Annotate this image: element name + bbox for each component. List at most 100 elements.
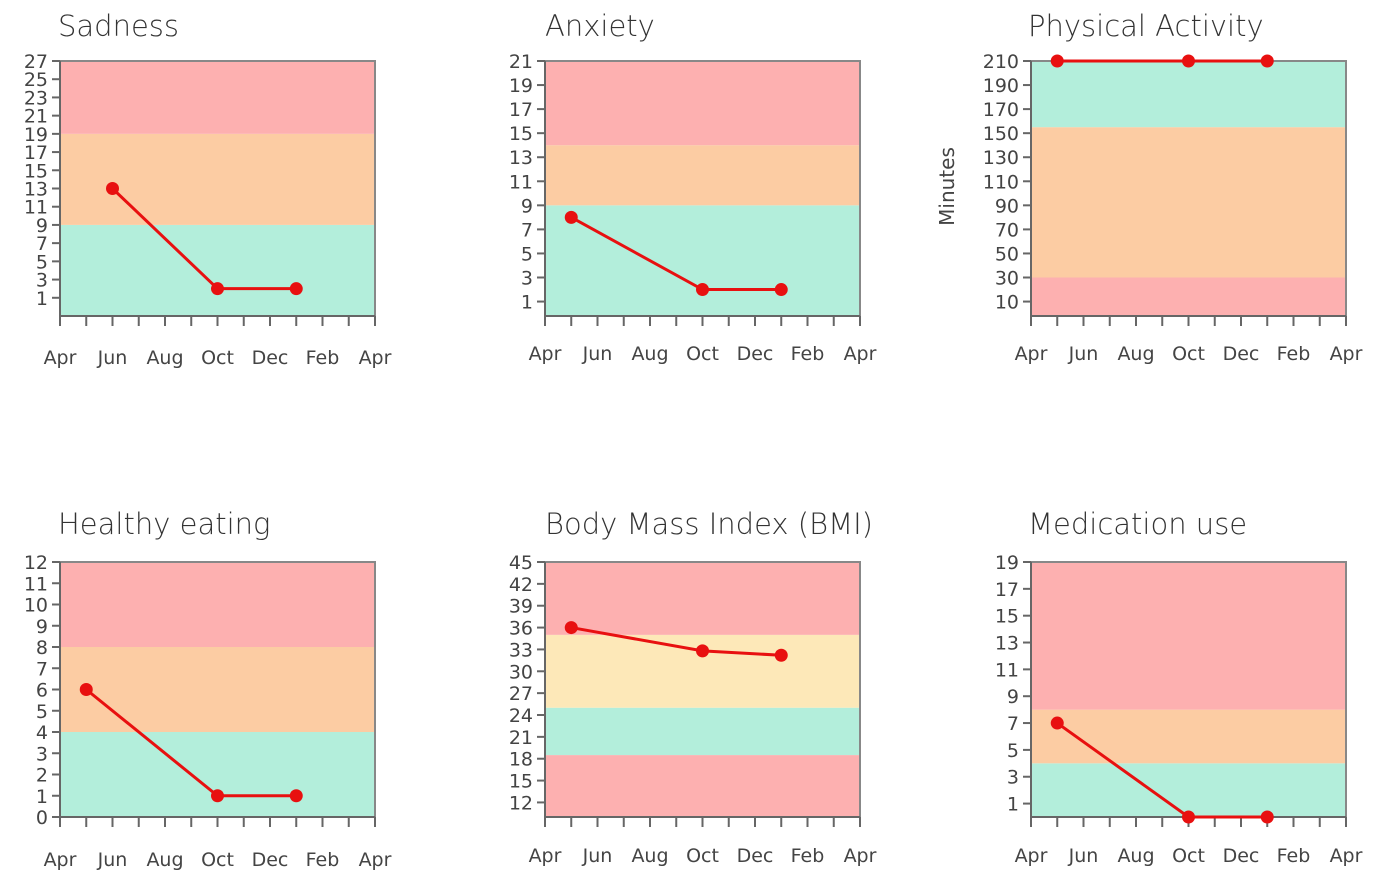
y-tick-label: 11 [509,171,533,193]
y-tick-label: 17 [995,579,1019,601]
plot-frame [60,561,376,817]
x-tick-label: Oct [686,343,719,365]
range-band [1031,763,1346,817]
x-tick-label: Apr [44,849,77,871]
chart-title: Healthy eating [58,507,270,541]
x-tick-label: Aug [1117,343,1154,365]
y-tick-label: 10 [995,292,1019,314]
range-band [545,61,860,146]
data-point [289,789,303,803]
x-tick-label: Jun [97,347,128,369]
y-tick-label: 30 [509,661,533,683]
data-point [774,648,788,662]
x-tick-label: Dec [1223,343,1260,365]
y-tick-label: 21 [509,51,533,73]
x-tick-label: Oct [1172,343,1205,365]
y-tick-label: 15 [509,123,533,145]
y-tick-label: 19 [995,552,1019,574]
data-point [564,210,578,224]
y-tick-label: 3 [521,268,533,290]
y-tick-label: 8 [36,637,48,659]
data-point [211,282,224,296]
range-band [60,562,375,647]
y-tick-label: 27 [24,51,48,73]
data-point [696,644,709,658]
y-tick-label: 130 [983,147,1019,169]
x-tick-label: Apr [1330,343,1363,365]
x-tick-label: Jun [582,845,613,867]
plot-frame [1031,561,1347,817]
x-tick-label: Apr [529,343,562,365]
range-band [1031,562,1346,710]
x-tick-label: Aug [146,849,183,871]
x-tick-label: Apr [1015,343,1048,365]
x-tick-label: Feb [791,845,825,867]
y-tick-label: 10 [24,595,48,617]
chart-title: Medication use [1028,507,1247,541]
y-tick-label: 70 [995,219,1019,241]
data-point [1182,810,1195,824]
range-band [1031,61,1346,128]
y-tick-label: 11 [995,659,1019,681]
chart-title: Sadness [58,9,179,43]
y-tick-label: 36 [509,618,533,640]
data-point [289,282,303,296]
y-tick-label: 39 [509,596,533,618]
y-tick-label: 110 [983,171,1019,193]
y-axis-label: Minutes [935,147,959,226]
y-tick-label: 7 [36,233,48,255]
y-tick-label: 6 [36,680,48,702]
y-tick-label: 3 [36,270,48,292]
y-tick-label: 15 [995,606,1019,628]
x-tick-label: Oct [201,347,234,369]
x-tick-label: Dec [737,343,774,365]
y-tick-label: 210 [983,51,1019,73]
x-tick-label: Apr [1330,845,1363,867]
y-tick-label: 21 [24,106,48,128]
y-tick-label: 19 [509,75,533,97]
y-tick-label: 9 [36,616,48,638]
x-tick-label: Jun [97,849,128,871]
y-tick-label: 90 [995,195,1019,217]
y-tick-label: 170 [983,99,1019,121]
y-tick-label: 19 [24,124,48,146]
range-band [545,562,860,635]
range-band [545,707,860,756]
x-tick-label: Oct [1172,845,1205,867]
data-point [79,683,93,696]
x-tick-label: Jun [1068,343,1099,365]
y-tick-label: 15 [509,771,533,793]
y-tick-label: 13 [509,147,533,169]
range-band [545,755,860,817]
data-point [564,621,578,635]
y-tick-label: 12 [24,552,48,574]
range-band [545,145,860,206]
y-tick-label: 12 [509,792,533,814]
x-tick-label: Dec [252,849,289,871]
chart-title: Physical Activity [1028,9,1264,43]
range-band [1031,709,1346,764]
x-tick-label: Apr [529,845,562,867]
data-point [1050,54,1064,68]
y-tick-label: 150 [983,123,1019,145]
y-tick-label: 18 [509,749,533,771]
y-tick-label: 9 [36,215,48,237]
plot-frame [60,60,376,316]
x-tick-label: Apr [844,343,877,365]
x-tick-label: Apr [1015,845,1048,867]
x-tick-label: Oct [201,849,234,871]
y-tick-label: 2 [36,765,48,787]
range-band [60,732,375,817]
x-tick-label: Aug [146,347,183,369]
x-tick-label: Apr [359,347,392,369]
y-tick-label: 21 [509,727,533,749]
y-tick-label: 4 [36,722,48,744]
y-tick-label: 7 [521,219,533,241]
y-tick-label: 1 [521,292,533,314]
range-band [545,205,860,316]
